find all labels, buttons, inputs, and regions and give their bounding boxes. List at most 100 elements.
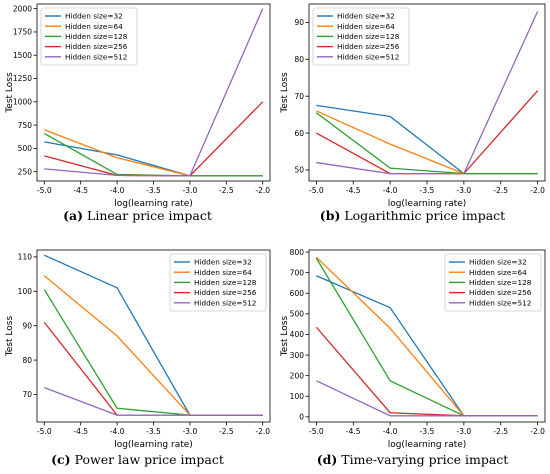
caption-letter: (d) <box>316 452 338 467</box>
legend-label: Hidden size=64 <box>194 268 252 277</box>
caption-text: Linear price impact <box>87 208 212 223</box>
x-tick-label: -5.0 <box>309 427 324 436</box>
legend-box <box>312 7 410 66</box>
y-tick-label: 110 <box>18 253 33 262</box>
x-tick-label: -3.0 <box>457 186 472 195</box>
x-axis-label: log(learning rate) <box>388 199 467 209</box>
caption-text: Time-varying price impact <box>341 452 509 467</box>
x-tick-label: -2.5 <box>493 427 508 436</box>
chart-1: -5.0 -4.5 -4.0 -3.5 -3.0 -2.5 -2.0 250 500 750 100… <box>5 3 271 209</box>
legend-box <box>444 253 542 312</box>
x-tick-label: -4.0 <box>383 186 398 195</box>
x-tick-label: -5.0 <box>37 186 52 195</box>
y-tick-label: 200 <box>290 371 305 380</box>
caption-letter: (a) <box>63 208 84 223</box>
x-tick-label: -3.0 <box>457 427 472 436</box>
x-axis-label: log(learning rate) <box>114 199 193 209</box>
x-tick-label: -3.0 <box>183 427 198 436</box>
y-tick-label: 600 <box>290 289 305 298</box>
legend-label: Hidden size=64 <box>469 268 527 277</box>
y-tick-label: 750 <box>18 121 33 130</box>
legend-box <box>40 7 138 66</box>
y-tick-label: 1500 <box>13 51 32 60</box>
legend-label: Hidden size=32 <box>469 258 527 267</box>
x-tick-label: -4.5 <box>346 186 361 195</box>
series-line-2 <box>44 129 263 177</box>
y-tick-label: 90 <box>22 321 32 330</box>
caption-text: Logarithmic price impact <box>344 208 506 223</box>
x-tick-label: -3.5 <box>146 427 161 436</box>
y-tick-label: 300 <box>290 351 305 360</box>
y-tick-label: 1750 <box>13 28 32 37</box>
x-tick-label: -2.0 <box>255 427 270 436</box>
legend-label: Hidden size=32 <box>337 12 395 21</box>
chart-3: -5.0 -4.5 -4.0 -3.5 -3.0 -2.5 -2.0 70 80 90 100 110… <box>5 249 271 450</box>
x-tick-label: -3.5 <box>420 427 435 436</box>
series-line-4 <box>43 321 263 416</box>
x-axis-label: log(learning rate) <box>388 440 467 450</box>
x-tick-label: -2.5 <box>219 186 234 195</box>
y-axis-label: Test Loss <box>280 316 290 358</box>
y-tick-label: 70 <box>294 92 304 101</box>
caption-text: Power law price impact <box>74 452 224 467</box>
x-tick-label: -3.5 <box>146 186 161 195</box>
x-tick-label: -4.0 <box>110 186 125 195</box>
y-tick-label: 90 <box>294 18 304 27</box>
y-axis-label: Test Loss <box>5 316 15 358</box>
x-tick-label: -5.0 <box>309 186 324 195</box>
x-tick-label: -4.5 <box>73 427 88 436</box>
legend-label: Hidden size=128 <box>469 278 532 287</box>
legend-label: Hidden size=512 <box>194 298 256 307</box>
x-tick-label: -4.0 <box>383 427 398 436</box>
series-line-5 <box>44 8 264 177</box>
legend-label: Hidden size=512 <box>469 298 531 307</box>
series-line-2 <box>316 110 538 175</box>
series-line-5 <box>316 380 538 417</box>
y-tick-label: 80 <box>22 356 32 365</box>
series-line-4 <box>316 90 539 175</box>
x-tick-label: -4.0 <box>110 427 125 436</box>
y-tick-label: 100 <box>18 287 33 296</box>
legend-label: Hidden size=512 <box>65 52 127 61</box>
legend-box <box>169 253 267 312</box>
x-tick-label: -5.0 <box>37 427 52 436</box>
y-tick-label: 400 <box>290 330 305 339</box>
series-line-1 <box>44 141 263 177</box>
y-tick-label: 1000 <box>13 98 32 107</box>
legend-label: Hidden size=64 <box>337 22 395 31</box>
series-line-5 <box>44 386 263 416</box>
x-tick-label: -4.5 <box>73 186 88 195</box>
y-tick-label: 500 <box>290 310 305 319</box>
x-tick-label: -2.5 <box>219 427 234 436</box>
caption-d: (d) Time-varying price impact <box>275 452 550 467</box>
caption-a: (a) Linear price impact <box>0 208 275 223</box>
legend-label: Hidden size=128 <box>337 32 400 41</box>
y-tick-label: 700 <box>290 268 305 277</box>
legend-label: Hidden size=256 <box>194 288 257 297</box>
caption-letter: (c) <box>51 452 71 467</box>
y-tick-label: 250 <box>18 167 33 176</box>
legend-label: Hidden size=32 <box>194 258 252 267</box>
x-tick-label: -2.0 <box>530 186 545 195</box>
x-tick-label: -2.0 <box>255 186 270 195</box>
legend-label: Hidden size=256 <box>337 42 400 51</box>
y-tick-label: 1250 <box>13 74 32 83</box>
y-tick-label: 0 <box>299 413 304 422</box>
legend-label: Hidden size=32 <box>65 12 123 21</box>
y-tick-label: 500 <box>18 144 33 153</box>
chart-2: -5.0 -4.5 -4.0 -3.5 -3.0 -2.5 -2.0 50 60 70 80 90 lo… <box>280 3 546 209</box>
series-line-3 <box>43 132 263 177</box>
x-tick-label: -3.5 <box>420 186 435 195</box>
x-tick-label: -4.5 <box>346 427 361 436</box>
series-line-5 <box>316 11 539 175</box>
y-tick-label: 800 <box>290 248 305 257</box>
x-tick-label: -2.0 <box>530 427 545 436</box>
y-tick-label: 60 <box>294 129 304 138</box>
y-tick-label: 100 <box>290 392 305 401</box>
y-tick-label: 70 <box>22 390 32 399</box>
legend-label: Hidden size=64 <box>65 22 123 31</box>
legend-label: Hidden size=256 <box>65 42 128 51</box>
